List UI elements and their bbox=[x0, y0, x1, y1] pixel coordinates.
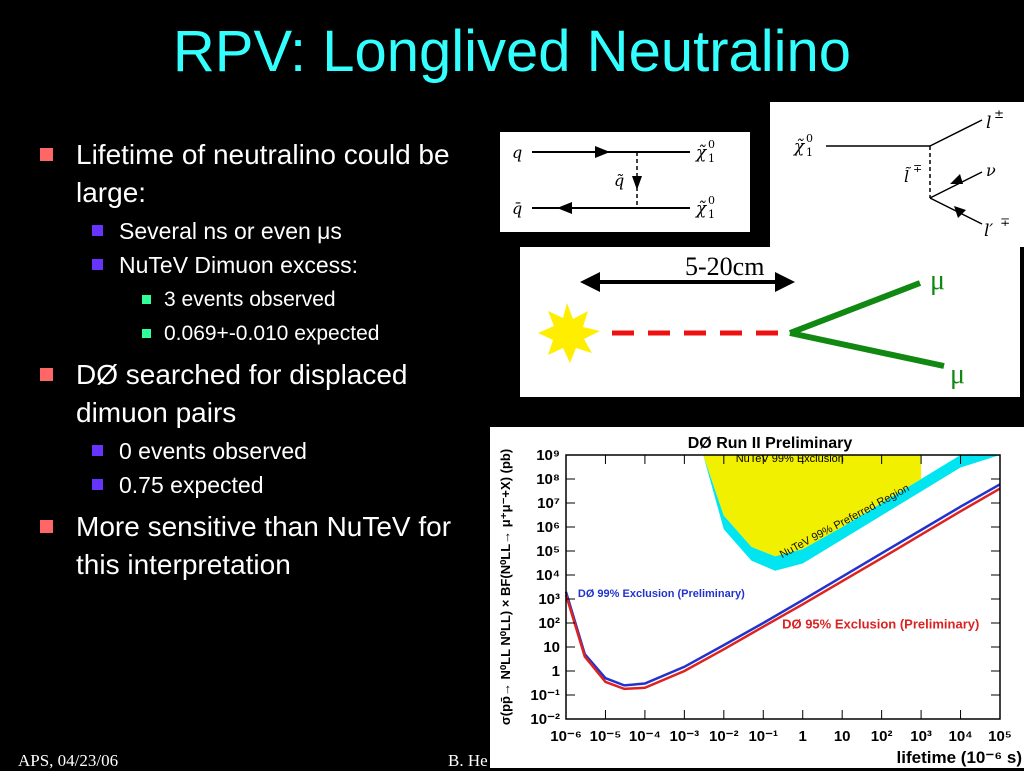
sub-bullet-text: Several ns or even μs bbox=[119, 218, 342, 244]
x-tick-label: 10³ bbox=[910, 728, 932, 745]
quark-label: q bbox=[512, 143, 522, 162]
bullet-item: More sensitive than NuTeV for this inter… bbox=[38, 508, 493, 584]
sub-sub-bullet-marker bbox=[142, 329, 151, 338]
lepton2-label: l′ bbox=[984, 221, 993, 241]
x-tick-label: 10 bbox=[834, 728, 851, 745]
sub-sub-bullet-item: 0.069+-0.010 expected bbox=[76, 320, 493, 348]
y-tick-label: 10⁹ bbox=[536, 447, 560, 464]
feynman-diagram-production: q q̄ q̃ χ̃ 0 1 χ̃ 0 1 bbox=[500, 132, 750, 232]
sub-bullet-marker bbox=[92, 479, 103, 490]
sub-bullet-item: 0 events observed bbox=[76, 436, 493, 466]
y-tick-label: 10⁵ bbox=[536, 543, 560, 560]
bullet-marker bbox=[40, 368, 53, 381]
annotation-nutev-exclusion: NuTeV 99% Exclusion bbox=[736, 453, 844, 465]
bullet-text: More sensitive than NuTeV for this inter… bbox=[76, 511, 451, 580]
x-tick-label: 10⁻³ bbox=[670, 728, 700, 745]
x-tick-label: 10⁻⁵ bbox=[590, 728, 622, 745]
sub-bullet-marker bbox=[92, 445, 103, 456]
sub-bullet-list: 0 events observed 0.75 expected bbox=[76, 436, 493, 500]
superscript-label: ± bbox=[994, 107, 1004, 121]
sub-bullet-item: NuTeV Dimuon excess: 3 events observed 0… bbox=[76, 250, 493, 348]
bullet-item: DØ searched for displaced dimuon pairs 0… bbox=[38, 356, 493, 500]
bullet-text: DØ searched for displaced dimuon pairs bbox=[76, 359, 408, 428]
sub-sub-bullet-list: 3 events observed 0.069+-0.010 expected bbox=[119, 286, 493, 348]
bullet-marker bbox=[40, 520, 53, 533]
x-tick-label: 10⁻⁴ bbox=[629, 728, 661, 745]
limit-chart: DØ Run II Preliminary 10⁻⁶ 10⁻⁵ 10⁻⁴ 10⁻³ 10… bbox=[490, 427, 1024, 768]
superscript-label: 0 bbox=[806, 132, 813, 145]
sub-sub-bullet-marker bbox=[142, 295, 151, 304]
bullet-list: Lifetime of neutralino could be large: S… bbox=[38, 136, 493, 588]
squark-label: q̃ bbox=[614, 171, 624, 190]
y-axis-label: σ(pp̄→ N⁰LL N⁰LL) × BF(N⁰LL→ μ⁺μ⁻+X) (pb… bbox=[498, 449, 513, 725]
muon-label-bottom: μ bbox=[950, 359, 965, 390]
x-tick-label: 10⁴ bbox=[948, 728, 972, 745]
subscript-label: 1 bbox=[708, 152, 715, 165]
x-tick-label: 10⁵ bbox=[988, 728, 1012, 745]
sub-bullet-text: NuTeV Dimuon excess: bbox=[119, 252, 358, 278]
footer-author: B. He bbox=[448, 751, 488, 771]
y-tick-label: 10⁻¹ bbox=[530, 687, 560, 704]
antiquark-label: q̄ bbox=[512, 199, 522, 218]
slide-body: Lifetime of neutralino could be large: S… bbox=[0, 102, 1024, 768]
y-tick-label: 10⁸ bbox=[536, 471, 560, 488]
neutralino-label: χ̃ bbox=[793, 137, 806, 157]
sub-sub-bullet-item: 3 events observed bbox=[76, 286, 493, 314]
sub-bullet-marker bbox=[92, 225, 103, 236]
distance-label: 5-20cm bbox=[685, 252, 764, 281]
x-tick-label: 1 bbox=[799, 728, 807, 745]
sub-bullet-marker bbox=[92, 259, 103, 270]
bullet-text: Lifetime of neutralino could be large: bbox=[76, 139, 450, 208]
y-tick-label: 10⁷ bbox=[537, 495, 560, 512]
x-tick-label: 10² bbox=[871, 728, 893, 745]
sub-bullet-text: 0.75 expected bbox=[119, 472, 264, 498]
feynman-diagram-decay: χ̃ 0 1 l̃ ∓ l ± ν l′ ∓ bbox=[770, 102, 1024, 247]
neutrino-label: ν bbox=[986, 161, 996, 180]
sub-bullet-item: Several ns or even μs bbox=[76, 216, 493, 246]
superscript-label: ∓ bbox=[913, 162, 922, 175]
neutralino-label-top: χ̃ bbox=[695, 143, 708, 163]
y-tick-label: 10⁴ bbox=[536, 567, 560, 584]
slide-title-bar: RPV: Longlived Neutralino bbox=[0, 0, 1024, 102]
y-tick-label: 10² bbox=[538, 615, 560, 632]
lepton-label: l bbox=[986, 113, 991, 133]
x-tick-label: 10⁻⁶ bbox=[550, 728, 582, 745]
annotation-d0-95: DØ 95% Exclusion (Preliminary) bbox=[782, 616, 979, 631]
bullet-marker bbox=[40, 148, 53, 161]
sub-sub-bullet-text: 3 events observed bbox=[164, 288, 336, 311]
y-tick-label: 10⁻² bbox=[530, 711, 560, 728]
x-axis-label: lifetime (10⁻⁶ s) bbox=[897, 748, 1022, 767]
x-tick-label: 10⁻² bbox=[709, 728, 739, 745]
sub-bullet-text: 0 events observed bbox=[119, 438, 307, 464]
y-tick-label: 1 bbox=[552, 663, 560, 680]
superscript-label: 0 bbox=[708, 138, 715, 151]
displaced-vertex-sketch: 5-20cm μ μ bbox=[520, 247, 1020, 397]
y-tick-label: 10⁶ bbox=[536, 519, 560, 536]
sub-bullet-item: 0.75 expected bbox=[76, 470, 493, 500]
chart-title: DØ Run II Preliminary bbox=[688, 435, 853, 452]
neutralino-label-bottom: χ̃ bbox=[695, 199, 708, 219]
y-tick-label: 10 bbox=[543, 639, 560, 656]
bullet-item: Lifetime of neutralino could be large: S… bbox=[38, 136, 493, 348]
superscript-label: 0 bbox=[708, 194, 715, 207]
subscript-label: 1 bbox=[708, 208, 715, 221]
footer-date: APS, 04/23/06 bbox=[18, 751, 118, 771]
x-tick-label: 10⁻¹ bbox=[748, 728, 778, 745]
sub-bullet-list: Several ns or even μs NuTeV Dimuon exces… bbox=[76, 216, 493, 348]
annotation-d0-99: DØ 99% Exclusion (Preliminary) bbox=[578, 588, 745, 600]
sub-sub-bullet-text: 0.069+-0.010 expected bbox=[164, 322, 379, 345]
y-tick-label: 10³ bbox=[538, 591, 560, 608]
muon-label-top: μ bbox=[930, 265, 945, 296]
slide-title: RPV: Longlived Neutralino bbox=[173, 18, 851, 85]
superscript-label: ∓ bbox=[1000, 215, 1010, 229]
subscript-label: 1 bbox=[806, 146, 813, 159]
